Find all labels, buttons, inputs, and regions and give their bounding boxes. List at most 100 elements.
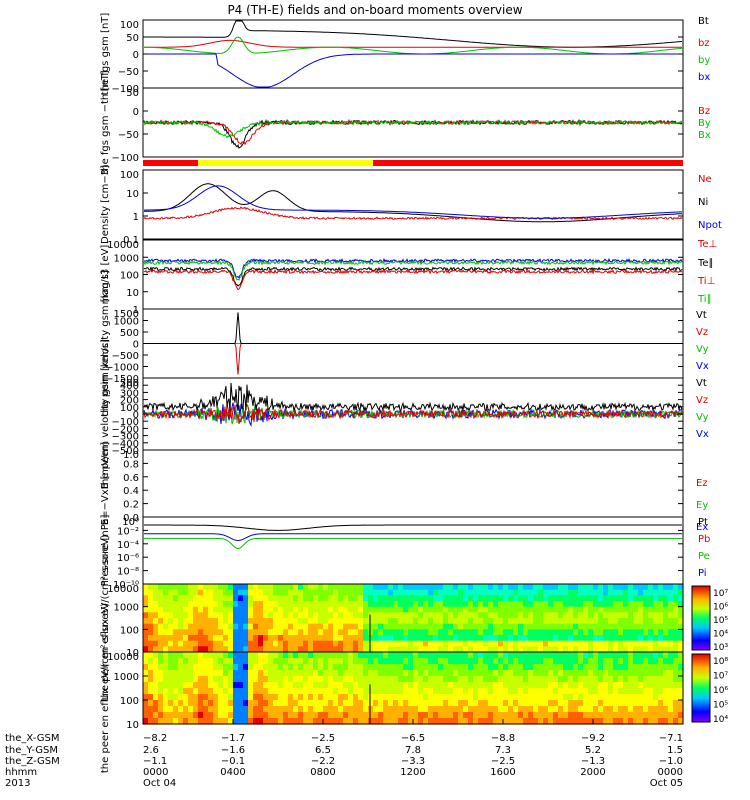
heatmap-cell <box>158 694 164 701</box>
heatmap-cell <box>383 595 389 602</box>
heatmap-cell <box>553 589 559 596</box>
heatmap-cell <box>183 676 189 683</box>
heatmap-cell <box>673 682 679 689</box>
heatmap-cell <box>208 670 214 677</box>
heatmap-cell <box>258 606 264 613</box>
heatmap-cell <box>253 706 259 713</box>
legend-entry: bz <box>698 38 710 49</box>
heatmap-cell <box>163 601 169 608</box>
heatmap-cell <box>553 646 559 653</box>
heatmap-cell <box>383 670 389 677</box>
heatmap-cell <box>463 694 469 701</box>
heatmap-cell <box>528 664 534 671</box>
heatmap-cell <box>278 682 284 689</box>
heatmap-cell <box>273 700 279 707</box>
heatmap-cell <box>408 606 414 613</box>
heatmap-cell <box>478 712 484 719</box>
heatmap-cell <box>463 646 469 653</box>
heatmap-cell <box>643 652 649 659</box>
heatmap-cell <box>183 618 189 625</box>
heatmap-cell <box>588 606 594 613</box>
heatmap-cell <box>628 700 634 707</box>
heatmap-cell <box>278 640 284 647</box>
heatmap-cell <box>558 718 564 725</box>
heatmap-cell <box>263 584 269 591</box>
heatmap-cell <box>308 589 314 596</box>
heatmap-cell <box>203 652 209 659</box>
heatmap-cell <box>633 629 639 636</box>
heatmap-cell <box>223 612 229 619</box>
heatmap-cell <box>513 601 519 608</box>
heatmap-cell <box>568 635 574 642</box>
heatmap-cell <box>378 623 384 630</box>
heatmap-cell <box>553 718 559 725</box>
heatmap-cell <box>298 595 304 602</box>
heatmap-cell <box>428 606 434 613</box>
heatmap-cell <box>203 718 209 725</box>
heatmap-cell <box>643 700 649 707</box>
heatmap-cell <box>148 635 154 642</box>
heatmap-cell <box>643 612 649 619</box>
heatmap-cell <box>403 676 409 683</box>
y-tick-label: 1.0 <box>123 450 139 461</box>
heatmap-cell <box>318 706 324 713</box>
heatmap-cell <box>653 718 659 725</box>
heatmap-cell <box>268 694 274 701</box>
heatmap-cell <box>403 635 409 642</box>
heatmap-cell <box>618 706 624 713</box>
heatmap-cell <box>538 712 544 719</box>
heatmap-cell <box>338 712 344 719</box>
heatmap-cell <box>623 606 629 613</box>
heatmap-cell <box>408 694 414 701</box>
heatmap-cell <box>323 670 329 677</box>
heatmap-cell <box>188 635 194 642</box>
heatmap-cell <box>493 606 499 613</box>
heatmap-cell <box>458 612 464 619</box>
heatmap-cell <box>423 682 429 689</box>
heatmap-cell <box>348 706 354 713</box>
legend-entry: Vz <box>696 327 708 338</box>
heatmap-cell <box>448 601 454 608</box>
heatmap-cell <box>233 712 239 719</box>
heatmap-cell <box>423 688 429 695</box>
heatmap-cell <box>323 718 329 725</box>
heatmap-cell <box>568 640 574 647</box>
heatmap-cell <box>643 658 649 665</box>
heatmap-cell <box>348 589 354 596</box>
heatmap-cell <box>493 694 499 701</box>
heatmap-cell <box>618 612 624 619</box>
heatmap-cell <box>623 623 629 630</box>
heatmap-cell <box>478 652 484 659</box>
heatmap-cell <box>143 606 149 613</box>
heatmap-cell <box>423 670 429 677</box>
heatmap-cell <box>553 664 559 671</box>
heatmap-cell <box>513 595 519 602</box>
heatmap-cell <box>413 676 419 683</box>
heatmap-cell <box>488 629 494 636</box>
heatmap-cell <box>633 700 639 707</box>
heatmap-cell <box>158 670 164 677</box>
heatmap-cell <box>153 652 159 659</box>
heatmap-cell <box>218 589 224 596</box>
heatmap-cell <box>163 700 169 707</box>
heatmap-cell <box>433 623 439 630</box>
heatmap-cell <box>333 658 339 665</box>
heatmap-cell <box>343 618 349 625</box>
heatmap-cell <box>518 682 524 689</box>
y-tick-label: −50 <box>118 130 139 141</box>
heatmap-cell <box>163 589 169 596</box>
heatmap-cell <box>143 700 149 707</box>
heatmap-cell <box>348 595 354 602</box>
heatmap-cell <box>653 618 659 625</box>
heatmap-cell <box>373 652 379 659</box>
heatmap-cell <box>443 595 449 602</box>
heatmap-cell <box>353 646 359 653</box>
heatmap-cell <box>538 635 544 642</box>
heatmap-cell <box>378 658 384 665</box>
heatmap-cell <box>468 658 474 665</box>
heatmap-cell <box>283 664 289 671</box>
heatmap-cell <box>603 676 609 683</box>
colorbar-tick-label: 10⁴ <box>713 715 728 725</box>
y-tick-label: 0.0 <box>123 513 139 524</box>
